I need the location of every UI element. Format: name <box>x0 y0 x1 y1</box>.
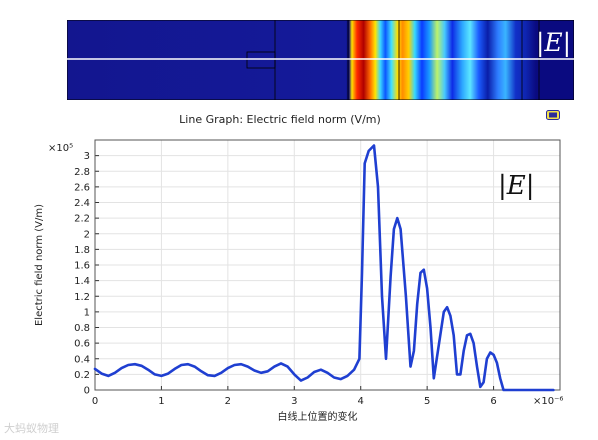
y-tick-label: 2.8 <box>74 167 90 178</box>
y-tick-label: 1.6 <box>74 261 90 272</box>
x-tick-label: 6 <box>490 396 496 407</box>
chart-annotation-label: |E| <box>498 171 535 201</box>
plot-frame <box>94 139 561 391</box>
series-line-0 <box>93 144 555 392</box>
field-map-image <box>67 20 574 100</box>
plot-title: Line Graph: Electric field norm (V/m) <box>179 113 381 126</box>
y-tick-label: 2.4 <box>74 198 90 209</box>
y-tick-label: 3 <box>84 151 90 162</box>
y-tick-label: 0.2 <box>74 370 90 381</box>
color-legend-icon[interactable] <box>546 110 560 120</box>
field-map-label: |E| <box>536 28 572 57</box>
x-axis-label: 白线上位置的变化 <box>278 410 358 423</box>
x-tick-label: 3 <box>291 396 297 407</box>
y-tick-label: 0 <box>84 386 90 397</box>
y-tick-label: 1 <box>84 307 90 318</box>
y-tick-label: 1.2 <box>74 292 90 303</box>
y-tick-label: 2.6 <box>74 182 90 193</box>
y-tick-label: 1.8 <box>74 245 90 256</box>
y-multiplier: ×10⁵ <box>48 143 73 154</box>
x-tick-label: 4 <box>358 396 364 407</box>
x-tick-label: 1 <box>158 396 164 407</box>
x-multiplier: ×10⁻⁶ <box>533 396 563 407</box>
y-axis-label: Electric field norm (V/m) <box>34 204 45 326</box>
y-tick-label: 0.4 <box>74 354 90 365</box>
line-chart: 0 1 2 3 4 5 6 0 0.2 0.4 0.6 0.8 1 1.2 1.4 1.6 1.8 2 2.2 2.4… <box>34 139 563 423</box>
y-tick-label: 2 <box>84 229 90 240</box>
y-tick-label: 0.8 <box>74 323 90 334</box>
x-tick-label: 5 <box>424 396 430 407</box>
y-tick-label: 0.6 <box>74 339 90 350</box>
y-tick-label: 2.2 <box>74 214 90 225</box>
x-tick-label: 0 <box>92 396 98 407</box>
x-tick-label: 2 <box>225 396 231 407</box>
y-tick-label: 1.4 <box>74 276 90 287</box>
watermark-text: 大蚂蚁物理 <box>4 422 59 435</box>
